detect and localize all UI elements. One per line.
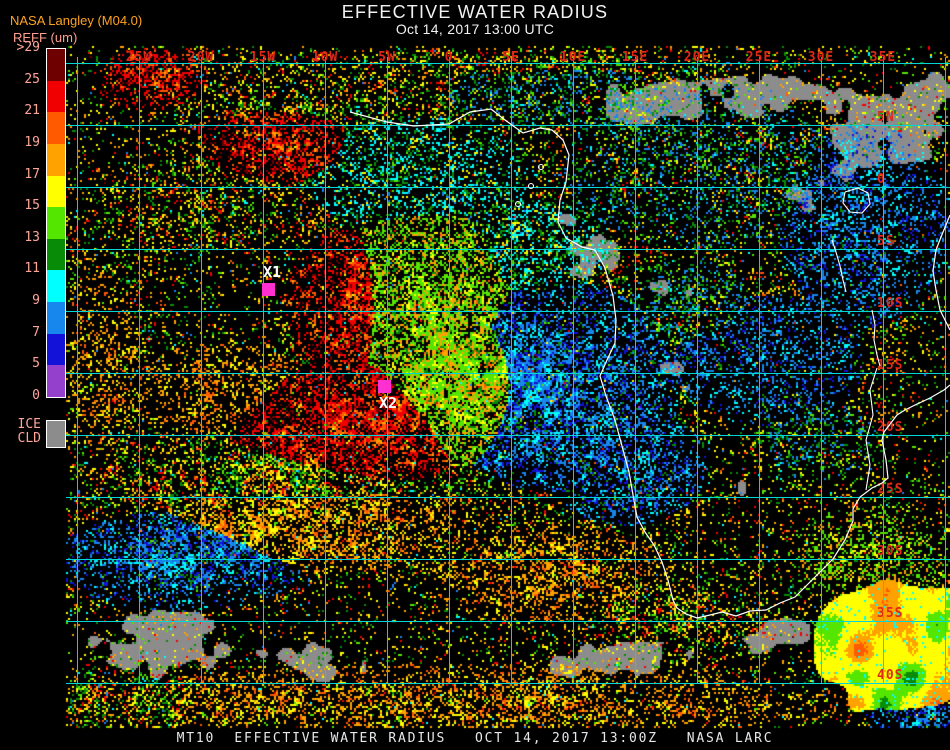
lon-label: 15W [250,50,276,65]
color-bar-segment [47,143,65,176]
lake-outline [842,187,871,214]
station-marker-label: X2 [379,394,397,412]
station-marker-label: X1 [263,263,281,281]
color-bar-segment [47,49,65,81]
lake-outline [831,239,847,293]
lon-label: 10E [560,50,586,65]
color-bar-segment [47,270,65,302]
island-outline [514,200,522,208]
legend-tick-label: 15 [24,198,40,214]
source-label: NASA Langley (M04.0) [10,13,143,28]
station-marker [262,283,275,296]
ice-cloud-swatch [46,420,66,448]
legend-tick-label: 9 [32,293,40,309]
lake-outline [871,309,881,367]
legend-tick-label: 13 [24,229,40,245]
legend-tick-label: 17 [24,166,40,182]
legend-tick-labels: >29 25 21 19 17 15 13 11 9 7 5 0 [0,0,41,460]
timestamp: Oct 14, 2017 13:00 UTC [395,21,555,37]
lat-label: 0 [877,172,886,187]
coastline [932,214,950,331]
lon-label: 0 [445,50,454,65]
lat-label: 5S [877,234,895,249]
legend-tick-label: 0 [32,388,40,403]
lon-label: 10W [312,50,338,65]
color-bar-segment [47,175,65,208]
color-bar-segment [47,302,65,334]
legend-title: REFF (um) [13,30,78,45]
color-bar-segment [47,80,65,113]
page-title: EFFECTIVE WATER RADIUS [341,2,609,22]
color-bar [46,48,66,398]
lat-label: 10S [877,296,903,311]
color-bar-segment [47,238,65,271]
lat-label: 30S [877,544,903,559]
color-bar-segment [47,333,65,366]
lon-label: 30E [808,50,834,65]
lon-label: 5E [502,50,520,65]
lon-label: 25E [746,50,772,65]
lat-label: 35S [877,606,903,621]
station-marker [378,380,391,393]
lon-label: 15E [622,50,648,65]
lat-label: 25S [877,482,903,497]
lat-label: 15S [877,358,903,373]
lat-label: 20S [877,420,903,435]
lon-label: 5W [378,50,396,65]
legend-tick-label: 21 [24,103,40,119]
lake-outline [865,367,878,491]
color-bar-segment [47,365,65,397]
lon-label: 25W [126,50,152,65]
lat-label: 40S [877,668,903,683]
legend-tick-label: 11 [24,261,40,277]
lat-label: 5N [877,110,895,125]
color-bar-segment [47,207,65,239]
lon-label: 20W [188,50,214,65]
lon-label: 35E [870,50,896,65]
island-outline [527,182,535,190]
legend-tick-label: 25 [24,71,40,87]
ice-label-line1: ICE [17,417,41,432]
lon-label: 20E [684,50,710,65]
legend-tick-label: 7 [32,324,40,340]
footer-caption: MT10 EFFECTIVE WATER RADIUS OCT 14, 2017… [176,731,774,746]
ice-label-line2: CLD [17,431,41,446]
legend-tick-label: 5 [32,356,40,372]
coastline [349,108,950,619]
island-outline [537,163,545,171]
color-bar-segment [47,112,65,144]
legend-tick-label: 19 [24,134,40,150]
legend-tick-label: >29 [16,40,40,55]
